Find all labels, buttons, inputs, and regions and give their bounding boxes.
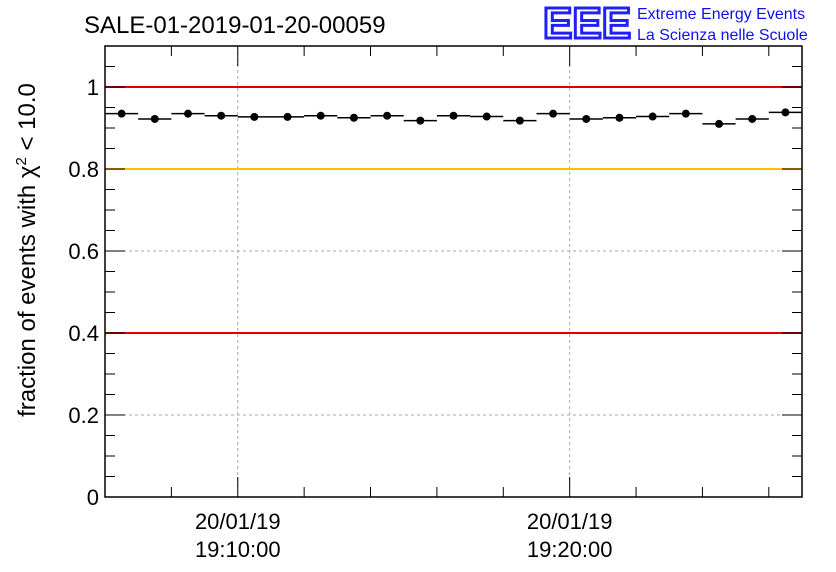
data-point xyxy=(715,119,724,128)
data-point xyxy=(349,113,358,122)
reference-lines xyxy=(105,86,802,334)
data-point xyxy=(781,108,790,117)
y-axis-label-superscript: 2 xyxy=(13,157,30,165)
data-point xyxy=(681,109,690,118)
data-series xyxy=(105,108,802,128)
data-point xyxy=(615,113,624,122)
x-tick-label-date: 20/01/19 xyxy=(195,509,281,534)
data-point xyxy=(283,112,292,121)
x-tick-label-time: 19:10:00 xyxy=(195,537,281,562)
axis-ticks xyxy=(104,45,802,498)
data-point xyxy=(482,112,491,121)
data-point xyxy=(117,109,126,118)
y-tick-label: 0.6 xyxy=(68,239,99,264)
logo-line2: La Scienza nelle Scuole xyxy=(637,27,808,44)
y-tick-label: 0.8 xyxy=(68,157,99,182)
y-tick-labels: 0 0.2 0.4 0.6 0.8 1 xyxy=(68,75,99,510)
data-point xyxy=(316,111,325,120)
x-tick-label-time: 19:20:00 xyxy=(527,537,613,562)
data-point xyxy=(515,116,524,125)
y-tick-label: 1 xyxy=(87,75,99,100)
logo-letters: EEE xyxy=(543,0,631,48)
x-tick-label-date: 20/01/19 xyxy=(527,509,613,534)
data-point xyxy=(383,111,392,120)
data-point xyxy=(183,109,192,118)
y-tick-label: 0.4 xyxy=(68,321,99,346)
y-axis-label-prefix: fraction of events with xyxy=(14,178,41,417)
data-point xyxy=(150,114,159,123)
data-point xyxy=(217,111,226,120)
data-point xyxy=(648,112,657,121)
y-axis-label-suffix: < 10.0 xyxy=(14,83,41,157)
y-axis-label: fraction of events with χ2 < 10.0 xyxy=(13,83,41,417)
y-tick-label: 0.2 xyxy=(68,403,99,428)
y-tick-label: 0 xyxy=(87,485,99,510)
data-point xyxy=(582,114,591,123)
data-point xyxy=(748,114,757,123)
data-point xyxy=(250,112,259,121)
x-tick-labels: 20/01/19 19:10:00 20/01/19 19:20:00 xyxy=(195,509,613,562)
y-axis-label-symbol: χ xyxy=(14,165,41,178)
data-point xyxy=(449,111,458,120)
chart-title: SALE-01-2019-01-20-00059 xyxy=(84,12,386,39)
eee-logo: EEE Extreme Energy Events La Scienza nel… xyxy=(542,0,808,50)
data-point xyxy=(549,109,558,118)
logo-line1: Extreme Energy Events xyxy=(637,6,805,23)
data-point xyxy=(416,116,425,125)
